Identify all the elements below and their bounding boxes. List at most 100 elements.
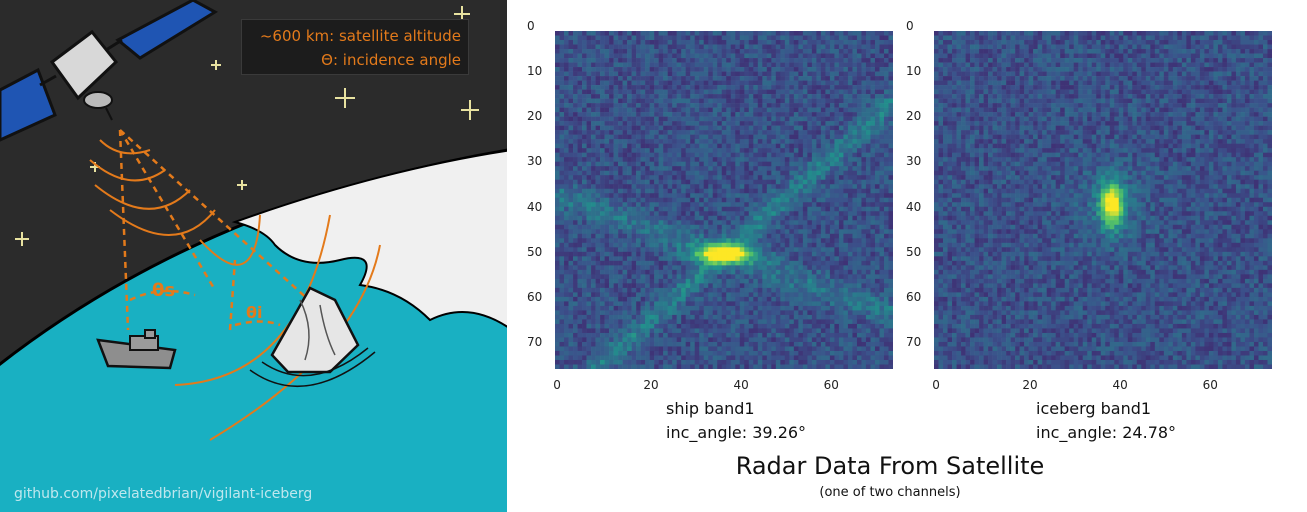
heatmap-cell <box>847 269 853 275</box>
heatmap-cell <box>690 242 696 248</box>
heatmap-cell <box>816 107 822 113</box>
heatmap-cell <box>636 238 641 244</box>
heatmap-cell <box>654 233 659 239</box>
heatmap-cell <box>825 319 831 325</box>
heatmap-cell <box>874 301 880 307</box>
heatmap-cell <box>613 49 619 54</box>
heatmap-cell <box>879 287 885 293</box>
heatmap-cell <box>717 148 723 153</box>
heatmap-cell <box>627 139 632 144</box>
heatmap-cell <box>775 44 781 50</box>
heatmap-cell <box>708 287 714 293</box>
heatmap-cell <box>555 103 560 108</box>
heatmap-cell <box>775 269 781 275</box>
heatmap-cell <box>820 35 826 41</box>
heatmap-cell <box>595 116 601 122</box>
heatmap-cell <box>649 76 655 81</box>
heatmap-cell <box>789 161 795 167</box>
heatmap-cell <box>856 238 862 244</box>
heatmap-cell <box>694 89 700 95</box>
heatmap-cell <box>631 116 637 122</box>
heatmap-cell <box>793 161 799 167</box>
heatmap-cell <box>600 94 605 99</box>
heatmap-cell <box>820 80 826 86</box>
heatmap-cell <box>879 283 885 289</box>
heatmap-cell <box>622 265 628 271</box>
heatmap-cell <box>613 242 619 248</box>
heatmap-cell <box>600 98 605 104</box>
heatmap-cell <box>609 94 614 99</box>
heatmap-cell <box>739 121 745 126</box>
heatmap-cell <box>780 323 786 329</box>
heatmap-cell <box>802 44 808 50</box>
heatmap-cell <box>856 260 862 266</box>
heatmap-cell <box>780 94 786 99</box>
heatmap-cell <box>847 67 853 72</box>
heatmap-cell <box>861 71 867 77</box>
heatmap-cell <box>811 175 817 181</box>
heatmap-cell <box>730 197 736 203</box>
heatmap-cell <box>681 94 686 99</box>
heatmap-cell <box>604 157 610 162</box>
heatmap-cell <box>802 292 808 298</box>
heatmap-cell <box>582 265 587 271</box>
heatmap-cell <box>663 220 668 226</box>
heatmap-cell <box>888 287 894 293</box>
heatmap-cell <box>712 278 718 284</box>
heatmap-cell <box>667 265 673 271</box>
heatmap-cell <box>865 175 871 181</box>
heatmap-cell <box>676 269 682 275</box>
heatmap-cell <box>739 247 745 253</box>
heatmap-cell <box>690 278 696 284</box>
heatmap-cell <box>730 256 736 262</box>
heatmap-cell <box>852 184 858 190</box>
heatmap-cell <box>825 242 831 248</box>
heatmap-cell <box>685 229 691 235</box>
heatmap-cell <box>631 301 637 307</box>
heatmap-cell <box>861 148 867 153</box>
heatmap-cell <box>852 130 858 135</box>
heatmap-cell <box>636 328 641 334</box>
heatmap-cell <box>640 287 646 293</box>
heatmap-cell <box>649 292 655 298</box>
heatmap-cell <box>663 211 668 217</box>
heatmap-cell <box>582 305 587 311</box>
heatmap-cell <box>802 224 808 230</box>
heatmap-cell <box>582 148 587 153</box>
heatmap-cell <box>645 251 650 257</box>
heatmap-cell <box>874 170 880 176</box>
heatmap-cell <box>703 130 709 135</box>
heatmap-cell <box>712 134 718 140</box>
github-link[interactable]: github.com/pixelatedbrian/vigilant-icebe… <box>14 486 313 502</box>
heatmap-cell <box>658 107 664 113</box>
heatmap-cell <box>802 35 808 41</box>
heatmap-cell <box>717 314 723 320</box>
heatmap-cell <box>676 323 682 329</box>
heatmap-cell <box>649 44 655 50</box>
heatmap-cell <box>712 224 718 230</box>
heatmap-cell <box>726 314 732 320</box>
heatmap-cell <box>568 314 574 320</box>
heatmap-cell <box>627 103 632 108</box>
heatmap-cell <box>690 314 696 320</box>
heatmap-cell <box>604 130 610 135</box>
heatmap-cell <box>789 247 795 253</box>
heatmap-cell <box>685 121 691 126</box>
heatmap-cell <box>852 76 858 81</box>
heatmap-cell <box>856 175 862 181</box>
heatmap-cell <box>843 206 849 212</box>
heatmap-cell <box>559 229 565 235</box>
heatmap-cell <box>847 148 853 153</box>
heatmap-cell <box>739 130 745 135</box>
heatmap-cell <box>771 107 777 113</box>
heatmap-cell <box>735 202 741 208</box>
heatmap-cell <box>838 206 844 212</box>
heatmap-cell <box>681 35 686 41</box>
heatmap-cell <box>595 233 601 239</box>
heatmap-cell <box>645 143 650 149</box>
heatmap-cell <box>726 112 732 117</box>
heatmap-cell <box>726 130 732 135</box>
heatmap-cell <box>663 242 668 248</box>
heatmap-cell <box>613 310 619 316</box>
heatmap-cell <box>807 247 813 253</box>
